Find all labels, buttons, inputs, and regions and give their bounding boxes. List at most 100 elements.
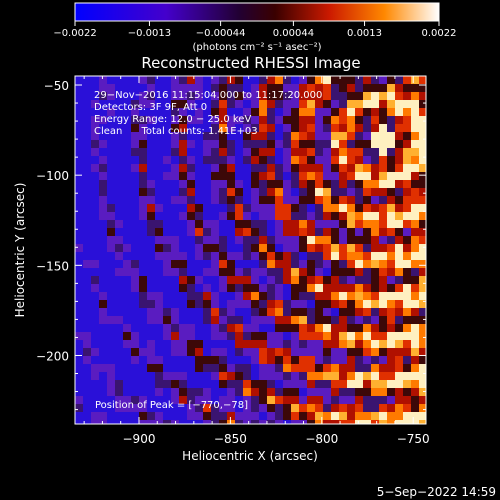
heatmap-pixel xyxy=(91,316,99,324)
heatmap-pixel xyxy=(347,116,355,124)
heatmap-pixel xyxy=(163,140,171,148)
colorbar-tick-label: 0.00044 xyxy=(273,28,314,39)
heatmap-pixel xyxy=(115,332,123,340)
heatmap-pixel xyxy=(75,108,83,116)
heatmap-pixel xyxy=(155,76,163,84)
heatmap-pixel xyxy=(227,348,235,356)
heatmap-pixel xyxy=(299,412,307,420)
heatmap-pixel xyxy=(91,420,99,424)
heatmap-pixel xyxy=(419,364,426,372)
heatmap-pixel xyxy=(243,76,251,84)
heatmap-pixel xyxy=(75,204,83,212)
heatmap-pixel xyxy=(139,100,147,108)
heatmap-pixel xyxy=(379,276,387,284)
heatmap-pixel xyxy=(115,292,123,300)
heatmap-pixel xyxy=(195,356,203,364)
heatmap-pixel xyxy=(395,396,403,404)
heatmap-pixel xyxy=(99,316,107,324)
heatmap-pixel xyxy=(387,172,395,180)
heatmap-pixel xyxy=(395,180,403,188)
heatmap-pixel xyxy=(267,252,275,260)
heatmap-pixel xyxy=(387,92,395,100)
heatmap-pixel xyxy=(147,300,155,308)
heatmap-pixel xyxy=(299,172,307,180)
heatmap-pixel xyxy=(347,316,355,324)
heatmap-pixel xyxy=(323,364,331,372)
heatmap-pixel xyxy=(243,268,251,276)
heatmap-pixel xyxy=(267,196,275,204)
heatmap-pixel xyxy=(115,76,123,84)
heatmap-pixel xyxy=(395,140,403,148)
heatmap-pixel xyxy=(123,356,131,364)
heatmap-pixel xyxy=(227,212,235,220)
heatmap-pixel xyxy=(123,348,131,356)
heatmap-pixel xyxy=(267,108,275,116)
heatmap-pixel xyxy=(323,204,331,212)
heatmap-pixel xyxy=(107,100,115,108)
heatmap-pixel xyxy=(395,228,403,236)
heatmap-pixel xyxy=(91,180,99,188)
heatmap-pixel xyxy=(163,244,171,252)
heatmap-pixel xyxy=(331,412,339,420)
heatmap-pixel xyxy=(163,380,171,388)
heatmap-pixel xyxy=(75,148,83,156)
heatmap-pixel xyxy=(131,220,139,228)
heatmap-pixel xyxy=(339,124,347,132)
heatmap-pixel xyxy=(315,76,323,84)
heatmap-pixel xyxy=(235,388,243,396)
heatmap-pixel xyxy=(387,404,395,412)
heatmap-pixel xyxy=(251,412,259,420)
heatmap-pixel xyxy=(315,156,323,164)
heatmap-pixel xyxy=(115,172,123,180)
heatmap-pixel xyxy=(347,108,355,116)
heatmap-pixel xyxy=(211,156,219,164)
heatmap-pixel xyxy=(307,100,315,108)
heatmap-pixel xyxy=(267,236,275,244)
heatmap-pixel xyxy=(379,204,387,212)
heatmap-pixel xyxy=(371,76,379,84)
heatmap-pixel xyxy=(315,268,323,276)
heatmap-pixel xyxy=(83,212,91,220)
heatmap-pixel xyxy=(403,156,411,164)
heatmap-pixel xyxy=(283,260,291,268)
heatmap-pixel xyxy=(139,252,147,260)
heatmap-pixel xyxy=(139,388,147,396)
heatmap-pixel xyxy=(179,236,187,244)
heatmap-pixel xyxy=(331,204,339,212)
heatmap-pixel xyxy=(411,236,419,244)
heatmap-pixel xyxy=(339,244,347,252)
heatmap-pixel xyxy=(91,252,99,260)
heatmap-pixel xyxy=(179,252,187,260)
heatmap-pixel xyxy=(91,132,99,140)
heatmap-pixel xyxy=(171,236,179,244)
heatmap-pixel xyxy=(179,180,187,188)
heatmap-pixel xyxy=(355,412,363,420)
heatmap-pixel xyxy=(115,188,123,196)
heatmap-pixel xyxy=(115,244,123,252)
heatmap-pixel xyxy=(275,348,283,356)
heatmap-pixel xyxy=(139,244,147,252)
heatmap-pixel xyxy=(91,332,99,340)
heatmap-pixel xyxy=(235,268,243,276)
heatmap-pixel xyxy=(179,164,187,172)
heatmap-pixel xyxy=(379,84,387,92)
heatmap-pixel xyxy=(387,364,395,372)
heatmap-pixel xyxy=(139,364,147,372)
heatmap-pixel xyxy=(155,108,163,116)
heatmap-pixel xyxy=(275,108,283,116)
heatmap-pixel xyxy=(203,204,211,212)
heatmap-pixel xyxy=(163,196,171,204)
heatmap-pixel xyxy=(219,188,227,196)
heatmap-pixel xyxy=(339,316,347,324)
heatmap-pixel xyxy=(251,100,259,108)
heatmap-pixel xyxy=(227,100,235,108)
heatmap-pixel xyxy=(267,244,275,252)
heatmap-pixel xyxy=(411,124,419,132)
heatmap-pixel xyxy=(347,252,355,260)
heatmap-pixel xyxy=(179,348,187,356)
heatmap-pixel xyxy=(187,188,195,196)
heatmap-pixel xyxy=(187,348,195,356)
heatmap-pixel xyxy=(131,172,139,180)
heatmap-pixel xyxy=(283,380,291,388)
heatmap-pixel xyxy=(107,388,115,396)
